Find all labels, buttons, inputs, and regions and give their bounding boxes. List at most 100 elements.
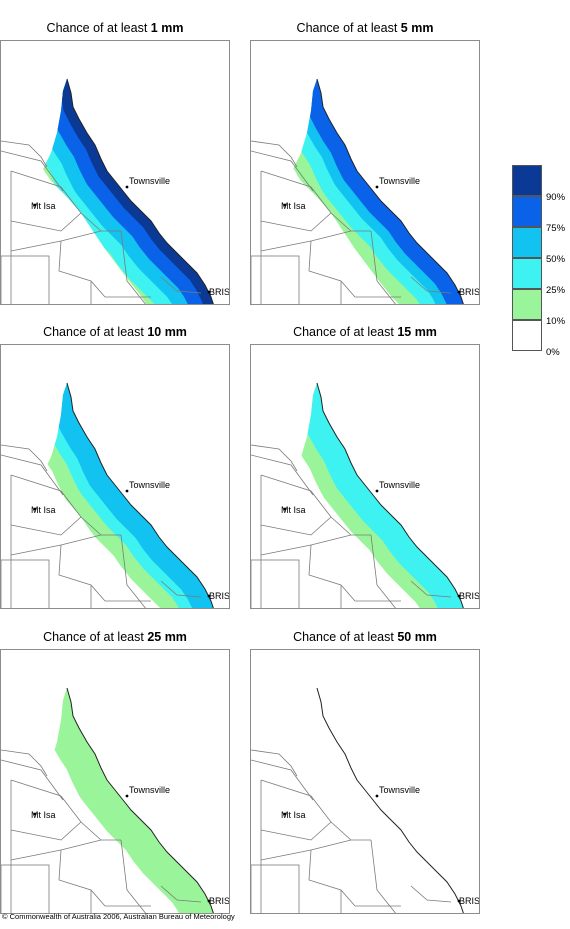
district-boundary (1, 140, 48, 168)
district-boundary (58, 240, 106, 298)
copyright-notice: © Commonwealth of Australia 2006, Austra… (2, 912, 235, 921)
panel-title: Chance of at least 15 mm (293, 325, 437, 339)
town-marker (33, 203, 37, 207)
queensland-map: Townsville Mt Isa BRIS (251, 382, 480, 608)
district-boundary (10, 170, 102, 232)
legend-swatch-10-25 (512, 289, 542, 320)
district-boundary (10, 821, 82, 841)
district-boundary (1, 749, 48, 777)
queensland-map: Townsville Mt Isa BRIS (1, 382, 230, 608)
town-marker (207, 290, 211, 294)
district-boundary (1, 454, 64, 496)
coastline (66, 78, 214, 304)
town-marker (457, 899, 461, 903)
district-boundary (340, 890, 342, 913)
state-border (1, 864, 50, 913)
mt-isa-label: Mt Isa (31, 201, 56, 211)
legend-tick: 10% (546, 316, 566, 327)
legend-tick: 50% (546, 254, 566, 265)
district-boundary (260, 839, 371, 861)
district-boundary (260, 516, 332, 536)
district-boundary (410, 276, 452, 294)
district-boundary (260, 474, 352, 536)
probability-legend: 90% 75% 50% 25% 10% 0% (512, 165, 570, 358)
brisbane-label: BRIS (209, 287, 230, 297)
district-boundary (160, 276, 202, 294)
panel-title: Chance of at least 1 mm (46, 21, 184, 35)
townsville-label: Townsville (129, 480, 170, 490)
legend-tick: 0% (546, 347, 560, 358)
town-marker (283, 812, 287, 816)
state-border (1, 559, 50, 608)
district-boundary (340, 281, 342, 304)
panel-title: Chance of at least 5 mm (296, 21, 434, 35)
district-boundary (251, 150, 314, 192)
townsville-label: Townsville (379, 480, 420, 490)
town-marker (207, 594, 211, 598)
district-boundary (260, 230, 371, 252)
brisbane-label: BRIS (459, 591, 480, 601)
brisbane-label: BRIS (209, 591, 230, 601)
state-border (1, 255, 50, 304)
coastline (66, 382, 214, 608)
district-boundary (1, 759, 64, 801)
town-marker (33, 507, 37, 511)
legend-swatch-50-75 (512, 227, 542, 258)
town-marker (375, 185, 379, 189)
district-boundary (260, 212, 332, 232)
map-frame: Townsville Mt Isa BRIS (0, 649, 230, 914)
map-frame: Townsville Mt Isa BRIS (0, 40, 230, 305)
map-panel-15mm: Chance of at least 15 mm Townsville Mt Is… (250, 324, 480, 624)
coastline (316, 78, 464, 304)
map-panel-50mm: Chance of at least 50 mm Townsville Mt Is… (250, 629, 480, 929)
legend-tick: 25% (546, 285, 566, 296)
district-boundary (370, 534, 396, 608)
brisbane-label: BRIS (209, 896, 230, 906)
district-boundary (120, 230, 146, 304)
townsville-label: Townsville (379, 176, 420, 186)
district-boundary (10, 230, 121, 252)
map-panel-10mm: Chance of at least 10 mm Townsville Mt Is… (0, 324, 230, 624)
district-boundary (120, 839, 146, 913)
district-boundary (410, 885, 452, 903)
map-frame: Townsville Mt Isa BRIS (250, 40, 480, 305)
town-marker (33, 812, 37, 816)
town-marker (125, 489, 129, 493)
brisbane-label: BRIS (459, 896, 480, 906)
town-marker (283, 203, 287, 207)
district-boundary (308, 240, 356, 298)
town-marker (457, 290, 461, 294)
mt-isa-label: Mt Isa (281, 810, 306, 820)
district-boundary (251, 749, 298, 777)
district-boundary (58, 849, 106, 907)
townsville-label: Townsville (129, 785, 170, 795)
panel-title: Chance of at least 25 mm (43, 630, 187, 644)
map-frame: Townsville Mt Isa BRIS (0, 344, 230, 609)
district-boundary (260, 170, 352, 232)
legend-swatch-0-10 (512, 320, 542, 351)
state-border (251, 864, 300, 913)
map-frame: Townsville Mt Isa BRIS (250, 649, 480, 914)
district-boundary (160, 580, 202, 598)
district-boundary (120, 534, 146, 608)
panel-title: Chance of at least 50 mm (293, 630, 437, 644)
coastline (66, 687, 214, 913)
coastline (316, 382, 464, 608)
map-panel-25mm: Chance of at least 25 mm Townsville Mt Is… (0, 629, 230, 929)
town-marker (457, 594, 461, 598)
district-boundary (251, 444, 298, 472)
legend-swatch-90-100 (512, 165, 542, 196)
legend-swatch-25-50 (512, 258, 542, 289)
district-boundary (90, 585, 92, 608)
district-boundary (410, 580, 452, 598)
district-boundary (260, 779, 352, 841)
district-boundary (260, 821, 332, 841)
queensland-map: Townsville Mt Isa BRIS (1, 687, 230, 913)
legend-tick: 90% (546, 192, 566, 203)
mt-isa-label: Mt Isa (31, 810, 56, 820)
district-boundary (251, 759, 314, 801)
town-marker (283, 507, 287, 511)
town-marker (207, 899, 211, 903)
district-boundary (370, 839, 396, 913)
townsville-label: Townsville (129, 176, 170, 186)
